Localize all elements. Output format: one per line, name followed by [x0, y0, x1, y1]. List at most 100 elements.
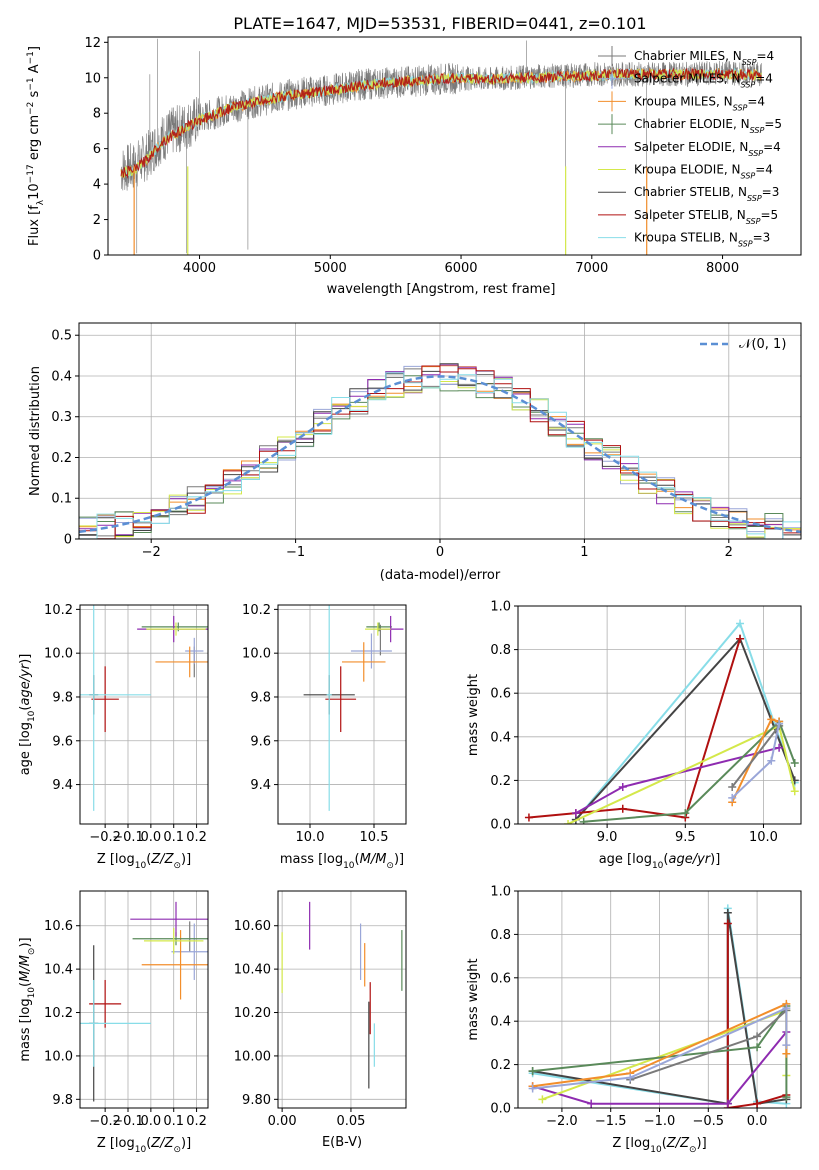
y-tick-label: 0.2 — [490, 1058, 511, 1073]
y-axis-label: Normed distribution — [28, 366, 43, 496]
panel-mass-vs-Z: −0.2−0.10.0 0.1 0.2 9.8 10.0 10.2 10.4 10.6 Z [l… — [18, 890, 209, 1155]
errorbar-point — [144, 927, 204, 954]
y-tick-label: 2 — [93, 213, 101, 228]
y-tick-label: 0.2 — [51, 451, 72, 466]
y-tick-label: 9.4 — [52, 778, 73, 793]
mass-weight-marker — [782, 1041, 791, 1050]
mass-weight-line — [583, 719, 796, 823]
errorbar-point — [366, 622, 392, 632]
y-axis-label: age [log10(age/yr)] — [18, 654, 37, 776]
y-axis-label: mass weight — [466, 958, 481, 1040]
x-tick-label: 0.00 — [268, 1114, 297, 1129]
errorbar-point — [80, 605, 151, 811]
x-tick-label: −1.5 — [595, 1114, 627, 1129]
panel-age-vs-mass: 10.0 10.5 9.4 9.6 9.8 10.0 10.2 mass [log10(M/M… — [242, 603, 407, 871]
mass-weight-marker — [767, 715, 776, 724]
errorbar-point — [171, 923, 208, 980]
mass-weight-marker — [618, 782, 627, 791]
x-tick-label: 9.0 — [597, 830, 618, 845]
x-tick-label: 0.2 — [186, 1114, 207, 1129]
mass-weight-marker — [782, 1004, 791, 1013]
x-tick-label: 0.2 — [186, 830, 207, 845]
legend-label: Salpeter ELODIE, NSSP=4 — [634, 140, 781, 158]
mass-weight-marker — [782, 1049, 791, 1058]
spectrum-legend: Chabrier MILES, NSSP=4 Salpeter MILES, NS… — [598, 46, 782, 248]
mass-weight-marker — [753, 1032, 762, 1041]
x-axis-label: (data-model)/error — [380, 568, 501, 583]
errorbar-point — [89, 979, 122, 1028]
y-tick-label: 0.0 — [490, 1102, 511, 1117]
spectrum-model-line — [120, 67, 762, 179]
y-tick-label: 10.4 — [44, 963, 73, 978]
mass-weight-line — [731, 725, 780, 788]
x-tick-label: 0.0 — [141, 830, 162, 845]
mass-weight-line — [532, 1031, 788, 1105]
x-tick-label: −1.0 — [644, 1114, 676, 1129]
axes-frame: 9.0 9.5 10.0 0.0 0.2 0.4 0.6 0.8 1.0 age [log10(a… — [466, 600, 802, 871]
plot-area — [120, 38, 762, 255]
y-tick-label: 0 — [93, 249, 101, 264]
mass-weight-marker — [790, 787, 799, 796]
y-tick-label: 6 — [93, 142, 101, 157]
x-tick-label: 0.1 — [163, 1114, 184, 1129]
errorbar-point — [141, 622, 208, 632]
axes-frame: −2.0 −1.5 −1.0 −0.5 0.0 0.0 0.2 0.4 0.6 0.8 1.0 Z [… — [466, 885, 802, 1155]
y-tick-label: 10.60 — [234, 919, 271, 934]
errorbar-point — [342, 642, 386, 682]
y-tick-label: 9.8 — [250, 690, 271, 705]
axes-frame: 0.00 0.05 9.80 10.00 10.20 10.40 10.60 E(B-V) — [234, 890, 407, 1150]
y-tick-label: 4 — [93, 178, 101, 193]
y-tick-label: 10.0 — [44, 647, 73, 662]
x-tick-label: −0.1 — [112, 830, 144, 845]
mass-weight-marker — [728, 782, 737, 791]
x-tick-label: −2.0 — [546, 1114, 578, 1129]
errorbar-point — [326, 605, 332, 811]
x-axis-label: Z [log10(Z/Z⊙)] — [97, 1136, 191, 1155]
legend-label: Kroupa STELIB, NSSP=3 — [634, 231, 770, 249]
x-tick-label: 7000 — [575, 261, 608, 276]
x-axis-label: age [log10(age/yr)] — [599, 852, 721, 871]
mass-weight-marker — [736, 619, 745, 628]
y-axis-label: mass weight — [466, 674, 481, 756]
y-tick-label: 0 — [64, 533, 72, 548]
y-tick-label: 10.2 — [242, 603, 271, 618]
y-tick-label: 9.8 — [52, 1093, 73, 1108]
mass-weight-marker — [782, 1093, 791, 1102]
y-tick-label: 10.0 — [44, 1049, 73, 1064]
figure-title: PLATE=1647, MJD=53531, FIBERID=0441, z=0… — [233, 14, 646, 33]
y-tick-label: 0.8 — [490, 928, 511, 943]
y-tick-label: 9.6 — [250, 734, 271, 749]
y-tick-label: 10.00 — [234, 1049, 271, 1064]
x-tick-label: 0.0 — [141, 1114, 162, 1129]
plot-area — [303, 605, 404, 811]
mass-weight-marker — [538, 1095, 547, 1104]
y-tick-label: 1.0 — [490, 600, 511, 615]
errorbar-point — [141, 930, 208, 1000]
plot-area — [80, 901, 208, 1102]
errorbar-point — [350, 633, 392, 669]
legend-label: Salpeter MILES, NSSP=4 — [634, 72, 773, 90]
y-tick-label: 0.4 — [490, 1015, 511, 1030]
mass-weight-marker — [579, 817, 588, 824]
mass-weight-marker — [767, 756, 776, 765]
y-tick-label: 0.2 — [490, 774, 511, 789]
x-tick-label: 4000 — [183, 261, 216, 276]
axes-frame: 10.0 10.5 9.4 9.6 9.8 10.0 10.2 mass [log10(M/M… — [242, 603, 407, 871]
y-axis-label: Flux [fλ10−17 erg cm−2 s−1 A−1] — [26, 46, 46, 246]
mass-weight-marker — [524, 813, 533, 822]
mass-weight-marker — [528, 1067, 537, 1076]
legend-label: Kroupa ELODIE, NSSP=4 — [634, 163, 773, 181]
y-axis-label: mass [log10(M/M⊙)] — [18, 937, 37, 1061]
y-tick-label: 0.6 — [490, 971, 511, 986]
x-tick-label: −2 — [142, 545, 161, 560]
x-tick-label: 0.1 — [163, 830, 184, 845]
plot-area — [80, 605, 208, 811]
y-tick-label: 0.0 — [490, 818, 511, 833]
y-tick-label: 1.0 — [490, 885, 511, 900]
mass-weight-line — [532, 1006, 788, 1090]
panel-spectrum: 4000 5000 6000 7000 8000 0 2 4 6 8 10 12 Chabrier MI… — [26, 36, 802, 297]
y-tick-label: 10.2 — [44, 1006, 73, 1021]
errorbar-point — [155, 646, 208, 678]
panel-mass-weight-vs-Z: −2.0 −1.5 −1.0 −0.5 0.0 0.0 0.2 0.4 0.6 0.8 1.0 Z [… — [466, 885, 802, 1155]
